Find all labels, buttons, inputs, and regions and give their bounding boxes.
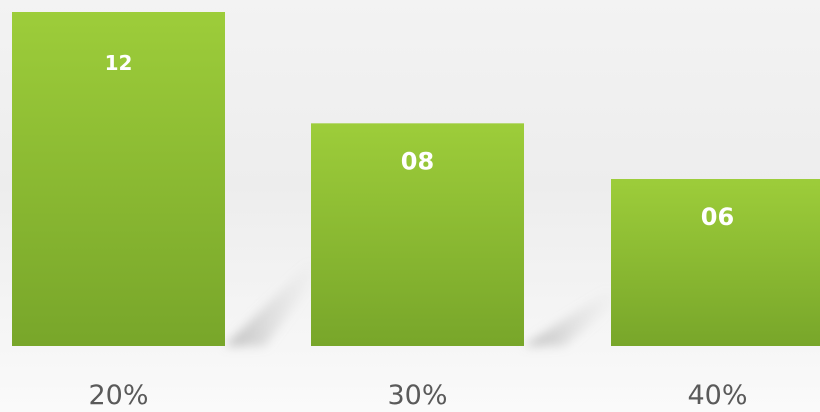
- bars-group: [12, 12, 820, 346]
- value-labels-group: 12 08 06: [105, 51, 735, 231]
- bar-30pct: [311, 123, 524, 346]
- bar-40pct: [611, 179, 820, 346]
- bar-shadows: [225, 262, 619, 346]
- category-labels-group: 20% 30% 40%: [88, 380, 747, 411]
- bar-value-label: 12: [105, 51, 133, 75]
- bar-20pct: [12, 12, 225, 346]
- category-label: 40%: [687, 380, 747, 411]
- bar-value-label: 06: [701, 203, 734, 231]
- bar-shadow: [225, 262, 320, 346]
- category-label: 20%: [88, 380, 148, 411]
- bar-shadow: [524, 290, 619, 346]
- category-label: 30%: [387, 380, 447, 411]
- bar-value-label: 08: [401, 147, 434, 175]
